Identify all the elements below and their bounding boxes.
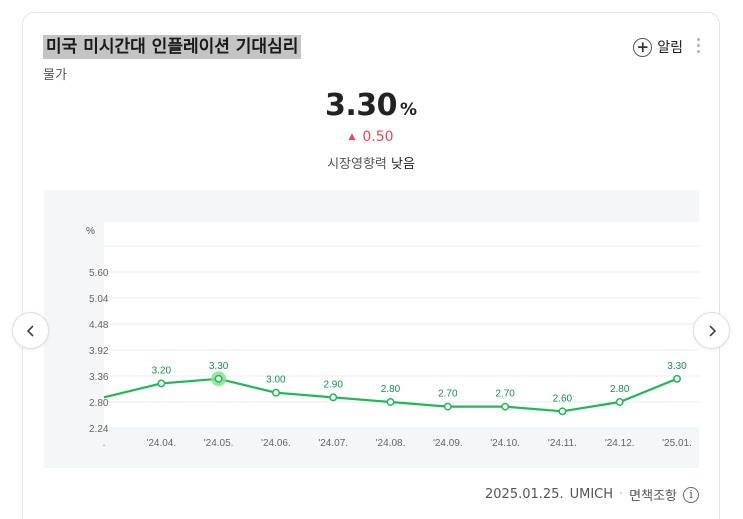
x-tick-label: '25.01.: [662, 438, 692, 449]
value-number: 3.30: [324, 88, 398, 123]
x-tick-label: '24.08.: [376, 438, 406, 449]
data-label: 2.70: [438, 389, 458, 400]
data-point: [386, 398, 395, 406]
separator: ·: [619, 487, 624, 502]
x-tick-label: '24.04.: [146, 438, 176, 449]
value-unit: %: [399, 100, 418, 120]
data-point: [271, 388, 280, 397]
y-axis-unit: %: [86, 226, 95, 237]
data-label: 3.30: [667, 361, 687, 372]
chevron-right-icon: [708, 324, 716, 337]
market-impact: 시장영향력 낮음: [23, 153, 719, 172]
x-tick-label: '24.05.: [204, 438, 234, 449]
change-amount: 0.50: [362, 129, 394, 145]
next-button[interactable]: [693, 312, 730, 349]
data-point: [501, 402, 510, 411]
x-tick-label: '24.07.: [318, 438, 348, 449]
data-source: 2025.01.25. UMICH · 면책조항 i: [485, 485, 699, 504]
current-value: 3.30%: [23, 88, 719, 123]
more-options-icon[interactable]: [695, 35, 701, 55]
y-tick-label: 2.24: [89, 424, 109, 435]
source-date: 2025.01.25.: [485, 487, 564, 502]
plus-circle-icon: +: [633, 37, 653, 57]
y-tick-label: 5.60: [89, 268, 109, 279]
disclaimer-link[interactable]: 면책조항: [629, 489, 677, 504]
x-tick-label: '24.11.: [548, 438, 577, 449]
indicator-category: 물가: [43, 68, 67, 83]
alert-button[interactable]: + 알림: [633, 35, 683, 59]
x-tick-label: '24.10.: [490, 438, 520, 449]
data-point: [214, 374, 223, 383]
up-triangle-icon: ▲: [348, 132, 356, 142]
line-chart: 2.24 2.80 3.36 3.92 4.48 5.04 5.60%. '24.04. '24…: [44, 190, 699, 468]
data-point: [157, 379, 166, 388]
value-change: ▲ 0.50: [23, 129, 719, 145]
data-label: 2.90: [323, 379, 343, 390]
data-point: [443, 402, 452, 411]
x-tick-label: '24.06.: [261, 438, 291, 449]
data-point: [329, 393, 338, 402]
data-point: [615, 398, 624, 406]
indicator-card: 미국 미시간대 인플레이션 기대심리 물가 + 알림 3.30% ▲ 0.50 시…: [22, 12, 720, 519]
data-label: 2.60: [553, 393, 573, 404]
x-tick-label: '24.12.: [605, 438, 635, 449]
previous-button[interactable]: [12, 312, 49, 349]
impact-value: 낮음: [391, 157, 415, 172]
chart-svg: 2.24 2.80 3.36 3.92 4.48 5.04 5.60%. '24.04. '24…: [86, 222, 699, 449]
indicator-title: 미국 미시간대 인플레이션 기대심리: [43, 35, 302, 59]
data-label: 2.80: [381, 384, 401, 395]
info-icon[interactable]: i: [683, 486, 699, 503]
x-tick-label: '24.09.: [433, 438, 463, 449]
y-tick-label: 5.04: [89, 294, 109, 305]
y-tick-label: 3.36: [89, 372, 109, 383]
data-label: 2.70: [495, 389, 515, 400]
source-name: UMICH: [569, 487, 614, 502]
data-point: [558, 407, 567, 416]
y-tick-label: 3.92: [89, 346, 109, 357]
y-tick-label: 2.80: [89, 398, 109, 409]
impact-label: 시장영향력: [327, 157, 387, 172]
alert-label: 알림: [657, 40, 683, 56]
chevron-left-icon: [26, 324, 34, 337]
y-tick-label: 4.48: [89, 320, 109, 331]
plot-area: [104, 222, 699, 428]
data-label: 3.30: [209, 361, 229, 372]
data-label: 3.20: [152, 365, 172, 376]
data-point: [673, 374, 681, 383]
data-label: 2.80: [610, 384, 630, 395]
data-label: 3.00: [266, 375, 286, 386]
x-tick-label: .: [103, 438, 106, 449]
